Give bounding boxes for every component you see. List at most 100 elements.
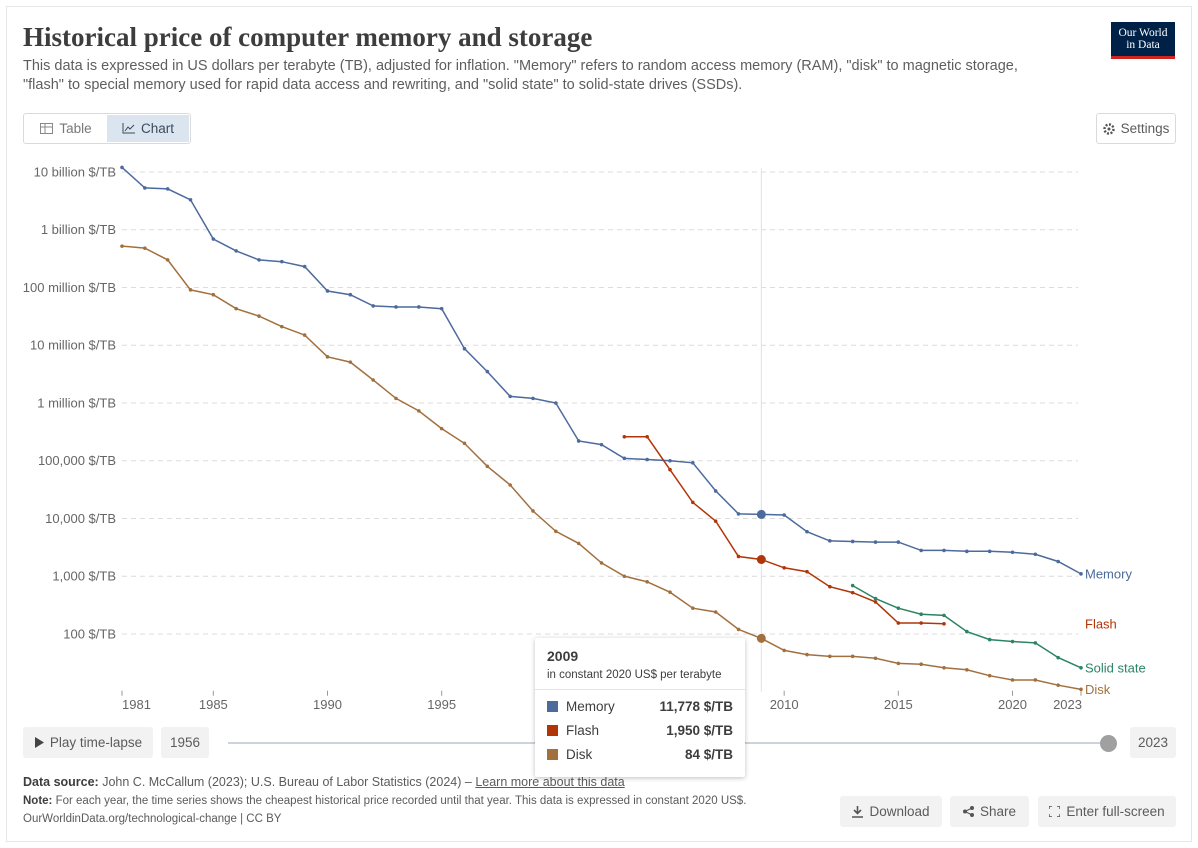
icon <box>122 123 135 134</box>
x-tick-label: 1995 <box>427 697 456 712</box>
data-point <box>942 548 946 553</box>
data-point <box>576 541 581 546</box>
share-button[interactable]: Share <box>950 796 1029 827</box>
data-point <box>691 461 695 465</box>
data-point <box>896 540 901 544</box>
data-point <box>691 500 695 505</box>
data-point <box>713 610 718 614</box>
y-tick-label: 1 billion $/TB <box>41 222 116 237</box>
start-year[interactable]: 1956 <box>161 727 209 758</box>
data-point <box>942 622 946 626</box>
data-point <box>394 396 398 401</box>
play-button[interactable]: Play time-lapse <box>23 727 153 758</box>
series-label: Solid state <box>1085 660 1146 675</box>
data-point <box>165 258 170 262</box>
data-point <box>348 292 353 297</box>
x-tick-label: 2023 <box>1053 697 1082 712</box>
series-label: Memory <box>1085 566 1132 581</box>
series-label: Disk <box>1085 682 1111 697</box>
logo[interactable]: Our World in Data <box>1111 22 1175 59</box>
icon <box>34 737 44 748</box>
note: For each year, the time series shows the… <box>55 795 747 807</box>
data-point <box>188 197 193 202</box>
data-point <box>828 584 832 589</box>
series-line <box>624 436 945 625</box>
data-point <box>850 583 855 588</box>
data-point <box>371 378 375 382</box>
data-point <box>713 489 718 493</box>
data-point <box>668 458 672 463</box>
source-line: Data source: John C. McCallum (2023); U.… <box>23 775 625 789</box>
data-point <box>736 512 741 516</box>
tooltip-title: 2009 <box>547 648 579 664</box>
logo-text: in Data <box>1126 39 1160 51</box>
label: Note: <box>23 795 53 807</box>
data-point <box>280 259 284 264</box>
data-point <box>1033 552 1038 557</box>
logo-text: Our World <box>1118 27 1168 39</box>
data-point <box>1056 655 1060 660</box>
data-point <box>987 637 992 642</box>
data-point <box>622 434 627 439</box>
data-point <box>120 165 124 170</box>
data-point <box>143 246 147 250</box>
end-year[interactable]: 2023 <box>1130 727 1176 758</box>
y-tick-label: 10 million $/TB <box>30 338 116 353</box>
data-point <box>508 483 512 487</box>
data-point <box>873 540 878 544</box>
button-label: Download <box>869 804 930 819</box>
series-line <box>121 166 1082 575</box>
data-point <box>531 396 535 401</box>
data-point <box>348 360 353 364</box>
data-point <box>234 249 238 253</box>
settings-button[interactable]: Settings <box>1096 113 1176 144</box>
data-point <box>896 606 901 610</box>
data-point <box>965 667 969 672</box>
data-point <box>462 441 467 446</box>
y-tick-label: 100,000 $/TB <box>38 453 116 468</box>
fullscreen-button[interactable]: Enter full-screen <box>1038 796 1176 827</box>
x-tick-label: 1985 <box>199 697 228 712</box>
series-name: Flash <box>566 722 600 738</box>
data-point <box>325 355 330 359</box>
data-point <box>120 244 124 248</box>
data-point <box>828 539 832 543</box>
chart-subtitle: This data is expressed in US dollars per… <box>23 58 1018 93</box>
y-tick-label: 10 billion $/TB <box>34 164 116 179</box>
download-button[interactable]: Download <box>840 796 942 827</box>
data-point <box>782 648 786 653</box>
x-tick-label: 2020 <box>998 697 1027 712</box>
data-point <box>188 288 193 292</box>
data-point <box>645 434 649 439</box>
data-point <box>302 264 307 269</box>
data-point <box>919 621 923 625</box>
tab[interactable]: Table <box>25 115 107 142</box>
hover-point <box>756 554 766 564</box>
data-point <box>508 394 512 399</box>
data-point <box>987 549 992 554</box>
icon <box>962 806 974 817</box>
slider-handle[interactable] <box>1100 735 1117 752</box>
credit: OurWorldinData.org/technological-change … <box>23 813 282 825</box>
icon <box>1102 122 1115 135</box>
data-point <box>691 606 695 610</box>
x-tick-label: 1981 <box>122 697 151 712</box>
data-point <box>1010 550 1015 555</box>
data-point <box>165 187 170 191</box>
data-point <box>143 186 147 190</box>
icon <box>40 123 54 134</box>
link[interactable]: Learn more about this data <box>475 775 625 789</box>
data-point <box>850 654 855 659</box>
tab[interactable]: Chart <box>107 115 189 142</box>
data-point <box>576 439 581 443</box>
button-label: Enter full-screen <box>1066 804 1165 819</box>
data-point <box>828 654 832 659</box>
data-point <box>805 529 809 534</box>
data-point <box>622 456 627 461</box>
data-point <box>234 306 238 311</box>
data-point <box>371 304 375 308</box>
data-point <box>736 627 741 632</box>
y-tick-label: 10,000 $/TB <box>45 511 116 526</box>
